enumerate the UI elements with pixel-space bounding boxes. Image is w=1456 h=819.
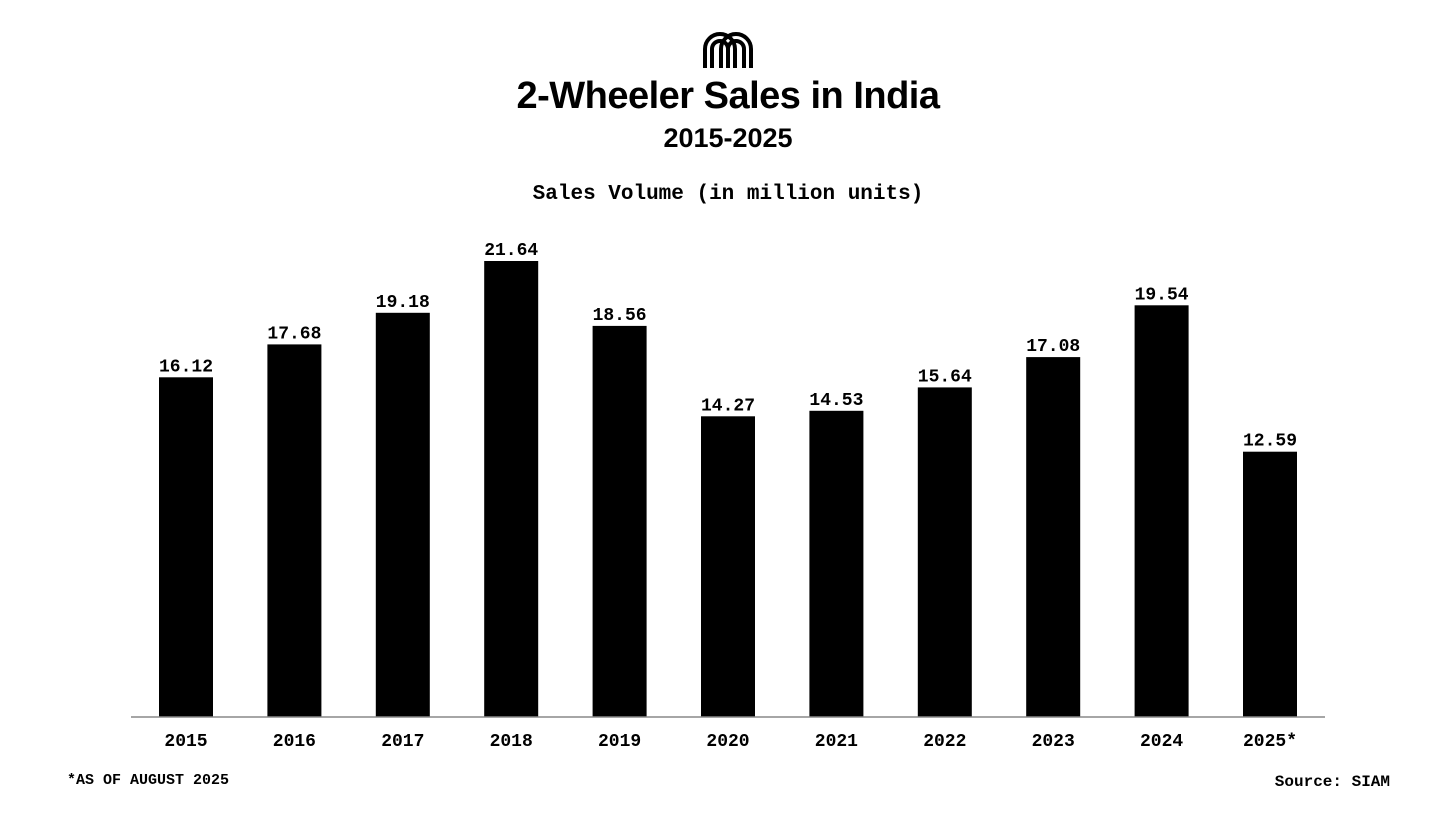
y-axis-label: Sales Volume (in million units): [532, 183, 924, 206]
x-tick-label: 2023: [1032, 732, 1075, 752]
arches-logo-icon: [703, 32, 753, 68]
data-label: 15.64: [918, 367, 972, 387]
bar-2017: [375, 312, 430, 717]
x-tick-label: 2019: [598, 732, 641, 752]
x-tick-label: 2024: [1140, 732, 1183, 752]
x-tick-label: 2021: [815, 732, 858, 752]
bar-2024: [1134, 305, 1189, 717]
bar-2015: [159, 377, 213, 717]
x-tick-label: 2016: [273, 732, 316, 752]
bar-2020: [701, 416, 755, 717]
data-label: 19.54: [1135, 285, 1189, 305]
source-credit: Source: SIAM: [1274, 773, 1390, 791]
bar-2016: [267, 344, 322, 717]
chart-subtitle: 2015-2025: [663, 123, 793, 153]
data-label: 18.56: [593, 306, 647, 326]
x-tick-label: 2017: [381, 732, 424, 752]
data-label: 17.08: [1026, 337, 1080, 357]
chart-title: 2-Wheeler Sales in India: [516, 75, 940, 117]
bar-group: 16.12 2015 17.68 2016 19.18 2017 21.64 2018 18.5…: [159, 241, 1297, 752]
x-tick-label: 2020: [706, 732, 749, 752]
data-label: 17.68: [267, 324, 321, 344]
bar-2025: [1243, 451, 1297, 717]
bar-2019: [592, 325, 647, 717]
bar-2018: [484, 261, 539, 717]
data-label: 14.53: [809, 391, 863, 411]
bar-2023: [1026, 357, 1081, 717]
bar-2021: [809, 410, 864, 717]
x-tick-label: 2025*: [1243, 732, 1297, 752]
data-label: 21.64: [484, 241, 538, 261]
x-tick-label: 2022: [923, 732, 966, 752]
x-tick-label: 2015: [164, 732, 207, 752]
data-label: 14.27: [701, 396, 755, 416]
x-tick-label: 2018: [490, 732, 533, 752]
footnote: *AS OF AUGUST 2025: [67, 772, 230, 789]
data-label: 12.59: [1243, 432, 1297, 452]
bar-2022: [917, 387, 972, 717]
data-label: 19.18: [376, 293, 430, 313]
data-label: 16.12: [159, 357, 213, 377]
